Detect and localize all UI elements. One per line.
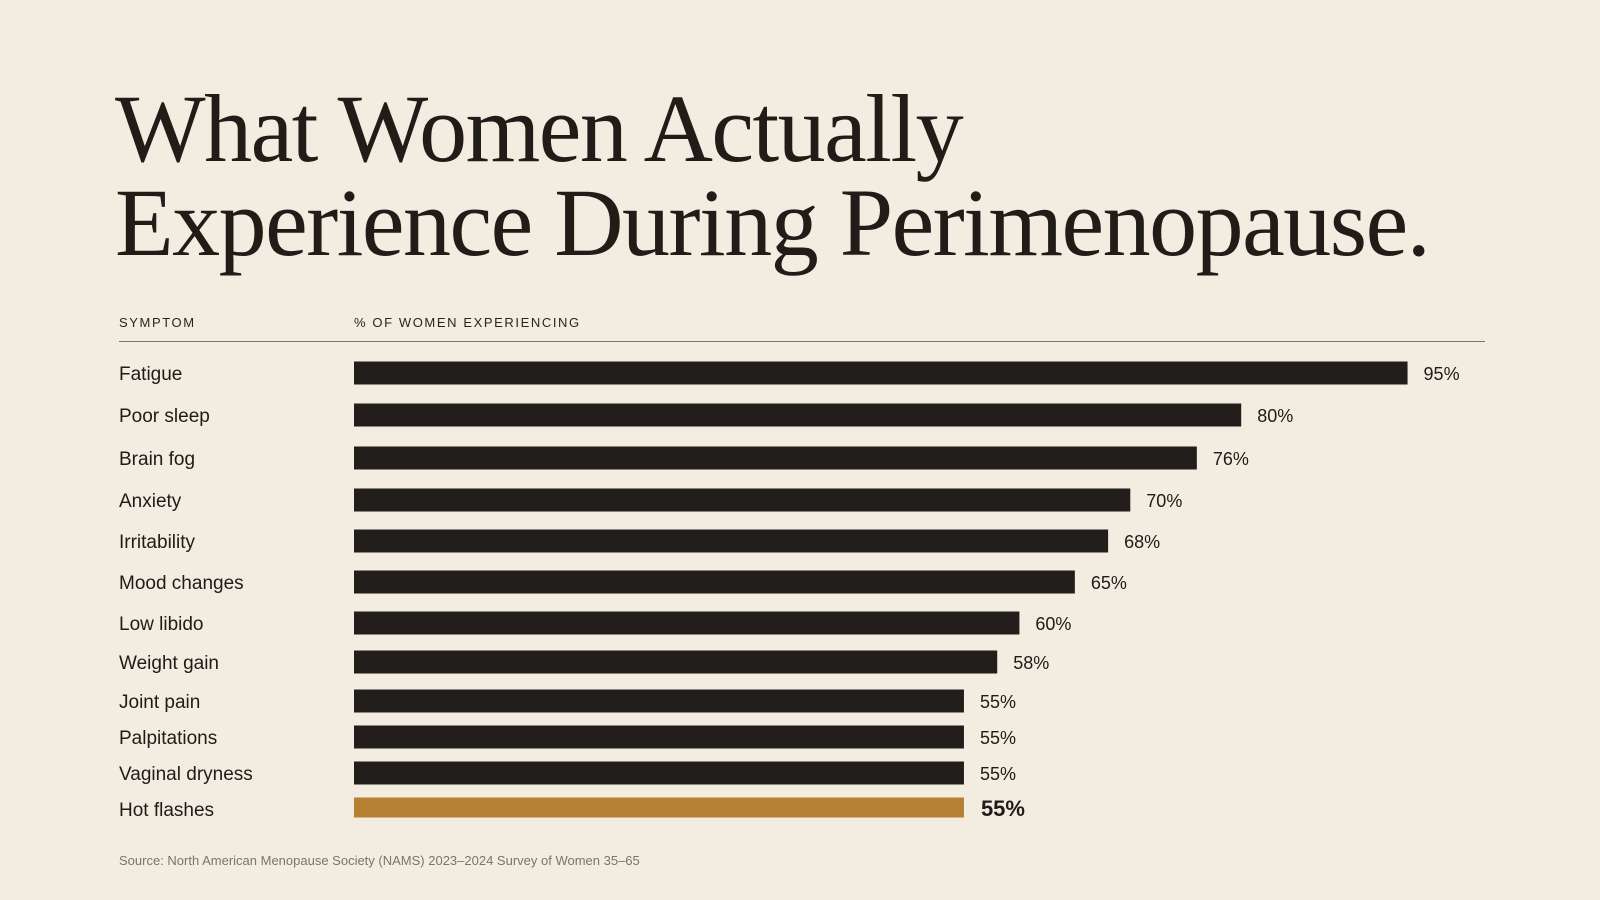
bar xyxy=(354,529,1109,553)
bar xyxy=(354,650,998,674)
category-label: Fatigue xyxy=(119,364,182,385)
value-label: 58% xyxy=(1013,653,1049,673)
bar xyxy=(354,361,1408,385)
value-label: 55% xyxy=(980,728,1016,748)
chart-title: What Women Actually Experience During Pe… xyxy=(115,75,1495,276)
bar xyxy=(354,403,1242,427)
category-label: Poor sleep xyxy=(119,406,210,427)
bar xyxy=(354,689,964,713)
category-label: Joint pain xyxy=(119,692,200,713)
category-label: Weight gain xyxy=(119,653,219,674)
value-label: 68% xyxy=(1124,532,1160,552)
category-label: Mood changes xyxy=(119,573,244,594)
chart-title-line-1: What Women Actually xyxy=(115,75,964,182)
symptom-column-header: SYMPTOM xyxy=(119,315,196,330)
bar xyxy=(354,725,964,749)
category-label: Low libido xyxy=(119,614,204,635)
value-label: 55% xyxy=(980,692,1016,712)
category-label: Brain fog xyxy=(119,449,195,470)
value-label: 80% xyxy=(1257,406,1293,426)
value-label: 70% xyxy=(1146,491,1182,511)
category-label: Anxiety xyxy=(119,491,182,512)
value-label: 55% xyxy=(980,764,1016,784)
category-label: Palpitations xyxy=(119,728,217,749)
source-note: Source: North American Menopause Society… xyxy=(119,853,640,868)
category-label: Hot flashes xyxy=(119,800,214,821)
chart-title-line-2: Experience During Perimenopause. xyxy=(115,169,1431,276)
value-label: 60% xyxy=(1035,614,1071,634)
percent-column-header: % OF WOMEN EXPERIENCING xyxy=(354,315,581,330)
bar xyxy=(354,761,964,785)
highlighted-bar xyxy=(354,797,964,818)
header-divider xyxy=(119,341,1485,342)
value-label: 95% xyxy=(1424,364,1460,384)
bar xyxy=(354,488,1131,512)
bar xyxy=(354,611,1020,635)
value-label: 76% xyxy=(1213,449,1249,469)
bar xyxy=(354,446,1197,470)
bar xyxy=(354,570,1075,594)
value-label: 55% xyxy=(981,796,1025,821)
category-label: Vaginal dryness xyxy=(119,764,253,785)
value-label: 65% xyxy=(1091,573,1127,593)
category-label: Irritability xyxy=(119,532,196,553)
